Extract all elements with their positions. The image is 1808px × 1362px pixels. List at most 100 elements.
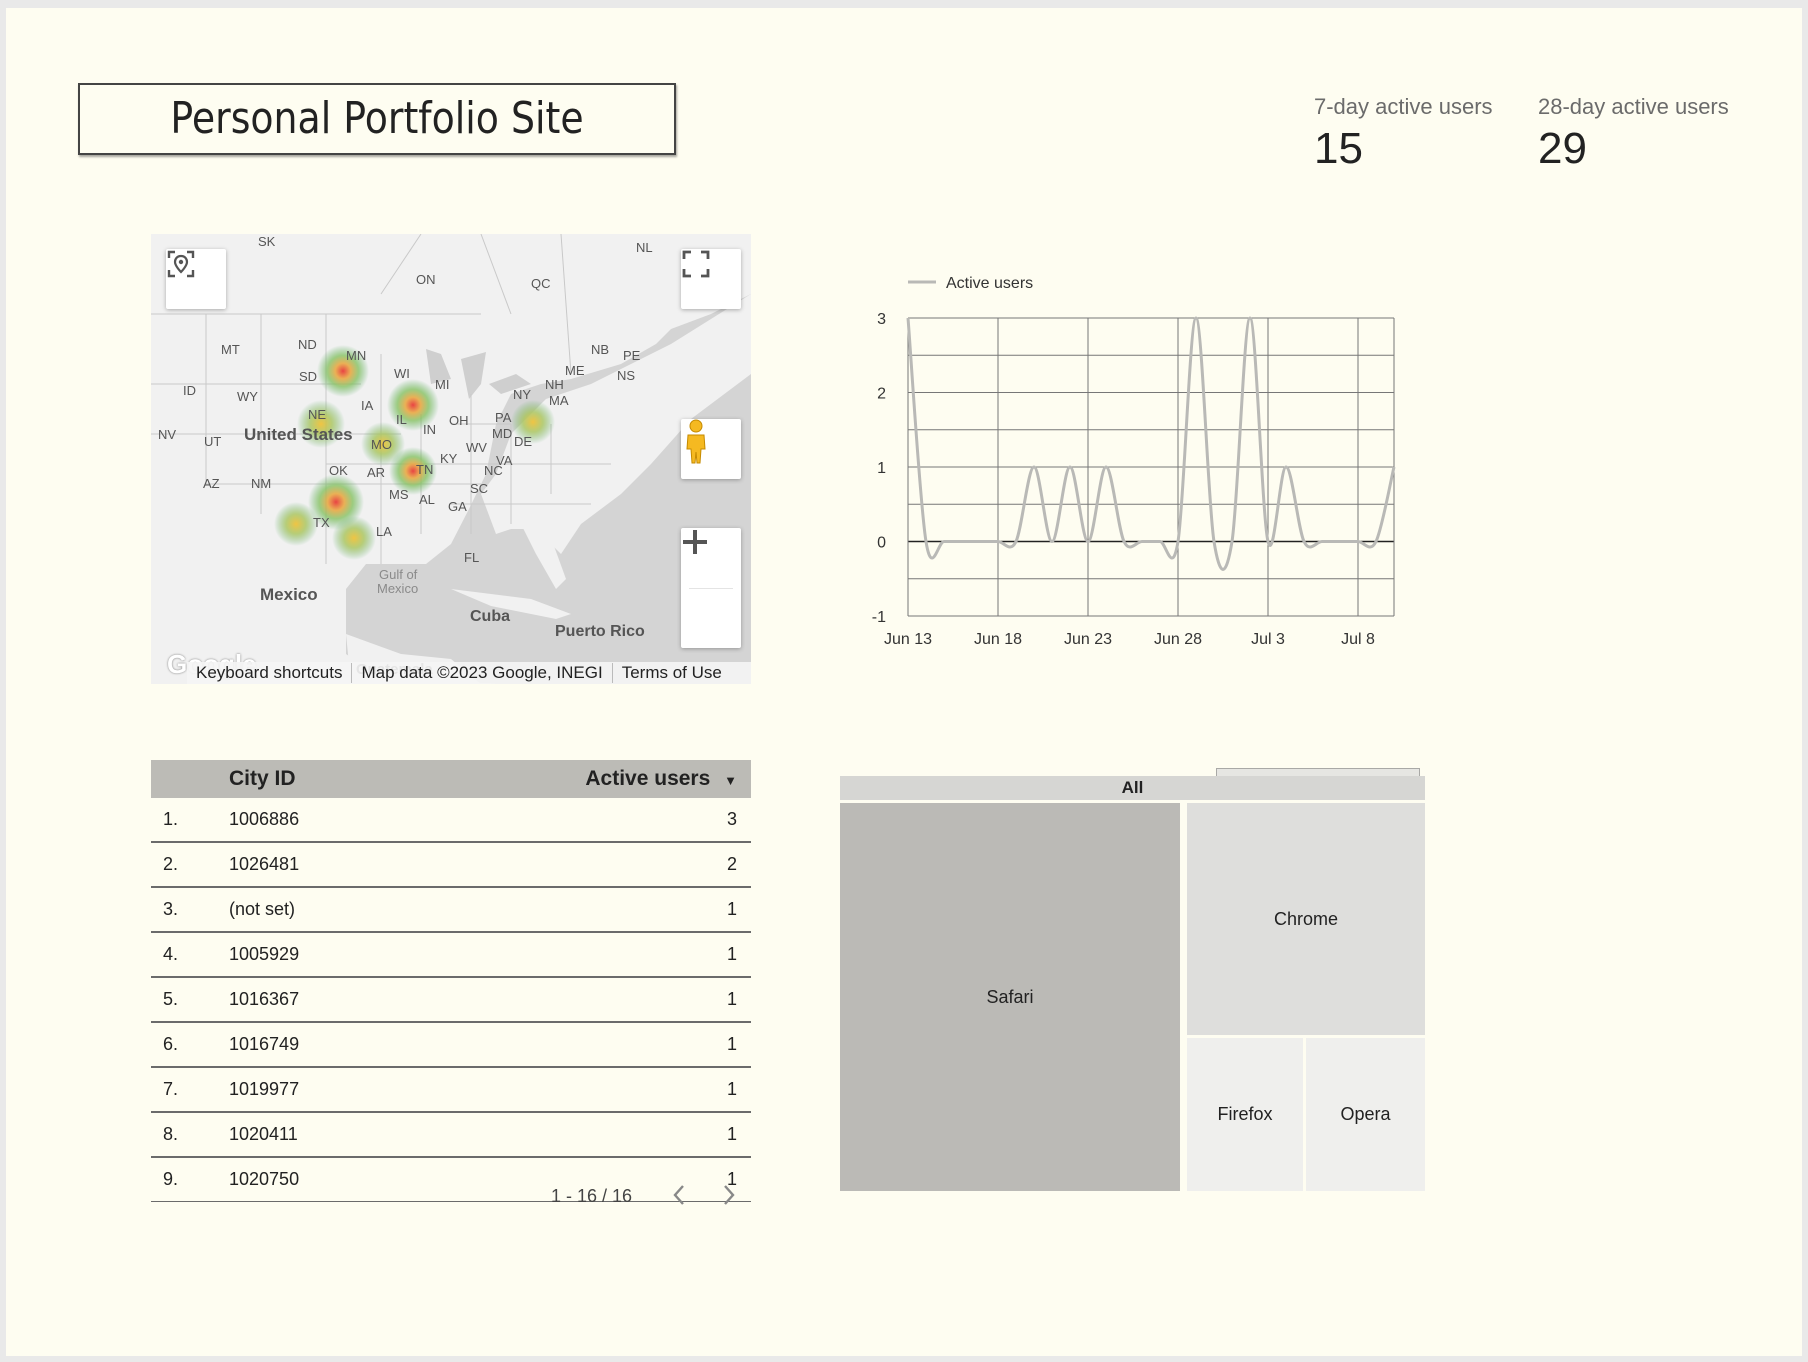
- x-tick-label: Jul 8: [1341, 631, 1375, 648]
- map-canvas: SK NL ON QC MT ND MN NB PE NS ME SD WI M…: [151, 234, 751, 684]
- map-label: IL: [396, 412, 407, 427]
- table-row: 1. 1006886 3: [151, 798, 751, 843]
- treemap-cell-chrome[interactable]: Chrome: [1187, 803, 1425, 1035]
- table-row: 3. (not set) 1: [151, 888, 751, 933]
- treemap-cell-safari[interactable]: Safari: [840, 803, 1180, 1191]
- row-index: 4.: [163, 944, 179, 964]
- y-tick-label: 1: [877, 460, 886, 477]
- map-label: MD: [492, 426, 512, 441]
- street-view-button[interactable]: [681, 419, 741, 479]
- map-label: Gulf of: [379, 567, 418, 582]
- map-label: SK: [258, 234, 276, 249]
- row-index: 9.: [163, 1169, 179, 1189]
- legend-label: Active users: [946, 275, 1033, 292]
- map-label: WV: [466, 440, 487, 455]
- map-label: UT: [204, 434, 221, 449]
- row-value: 1: [726, 1079, 737, 1099]
- kpi-label: 7-day active users: [1314, 94, 1493, 119]
- next-page-button[interactable]: [719, 1182, 739, 1213]
- table-pagination: 1 - 16 / 16: [151, 1182, 751, 1212]
- treemap-root-header[interactable]: All: [840, 776, 1425, 800]
- land-cuba: [451, 589, 571, 619]
- table-row: 4. 1005929 1: [151, 933, 751, 978]
- map-label: IN: [423, 422, 436, 437]
- map-label: KY: [440, 451, 458, 466]
- row-value: 3: [726, 809, 737, 829]
- row-index: 8.: [163, 1124, 179, 1144]
- x-tick-label: Jun 23: [1064, 631, 1112, 648]
- treemap-cell-label: Safari: [986, 986, 1034, 1007]
- locate-button[interactable]: [166, 249, 226, 309]
- map-label: Puerto Rico: [555, 623, 645, 640]
- map-label: ME: [565, 363, 585, 378]
- treemap-cell-firefox[interactable]: Firefox: [1187, 1038, 1303, 1191]
- map-label: AL: [419, 492, 435, 507]
- table-body[interactable]: 1. 1006886 3 2. 1026481 2 3. (not set) 1 4. 100…: [151, 798, 751, 1202]
- map-label: PE: [623, 348, 641, 363]
- terms-link[interactable]: Terms of Use: [621, 663, 722, 682]
- active-users-chart: -1 0 1 2 3 Jun 13 Jun 18 Jun 23 Jun 28 Jul 3 Jul …: [866, 263, 1426, 663]
- prev-page-button[interactable]: [669, 1182, 689, 1213]
- treemap-cell-label: Opera: [1340, 1104, 1391, 1124]
- minus-icon: [683, 540, 707, 544]
- series-line-active-users: [906, 316, 1396, 571]
- map-label: MA: [549, 393, 569, 408]
- zoom-control: [681, 528, 741, 648]
- map-footer: Keyboard shortcuts Map data ©2023 Google…: [187, 662, 751, 684]
- zoom-divider: [689, 588, 733, 589]
- map-label: FL: [464, 550, 479, 565]
- map-label: VA: [496, 453, 513, 468]
- map-label: NE: [308, 407, 326, 422]
- x-tick-label: Jun 18: [974, 631, 1022, 648]
- table-row: 9. 1020750 1: [151, 1158, 751, 1202]
- chart-grid: [907, 317, 1395, 617]
- kpi-28-day: 28-day active users 29: [1538, 94, 1729, 174]
- map-label: SC: [470, 481, 488, 496]
- locate-icon: [167, 250, 195, 278]
- map-label: IA: [361, 398, 374, 413]
- treemap-cell-label: Chrome: [1273, 908, 1339, 929]
- row-index: 6.: [163, 1034, 179, 1054]
- pegman-icon: [686, 419, 706, 464]
- map-label: NC: [484, 463, 503, 478]
- header-active-users[interactable]: Active users ▼: [531, 767, 751, 791]
- row-index: 7.: [163, 1079, 179, 1099]
- map-label: Mexico: [260, 585, 318, 604]
- map-label: MI: [435, 377, 449, 392]
- map-label: ND: [298, 337, 317, 352]
- report-page: Personal Portfolio Site 7-day active use…: [6, 8, 1802, 1356]
- y-tick-label: 2: [877, 386, 886, 403]
- heat-spot-de: [511, 400, 555, 444]
- header-city-id[interactable]: City ID: [229, 767, 296, 790]
- map-label: LA: [376, 524, 392, 539]
- treemap-cell-opera[interactable]: Opera: [1306, 1038, 1425, 1191]
- row-city: 1020411: [229, 1124, 298, 1144]
- chevron-right-icon: [724, 1185, 735, 1205]
- city-table: City ID Active users ▼ 1. 1006886 3 2. 1026…: [151, 760, 751, 1202]
- map-label: United States: [244, 425, 353, 444]
- y-tick-label: 3: [877, 311, 886, 328]
- map-label: WY: [237, 389, 258, 404]
- geo-heat-map[interactable]: SK NL ON QC MT ND MN NB PE NS ME SD WI M…: [151, 234, 751, 684]
- row-city: 1019977: [229, 1079, 300, 1099]
- zoom-out-button[interactable]: [681, 540, 741, 648]
- map-label: AR: [367, 465, 385, 480]
- land-north-america: [151, 234, 751, 684]
- chevron-left-icon: [673, 1185, 684, 1205]
- table-row: 7. 1019977 1: [151, 1068, 751, 1113]
- y-axis-labels: -1 0 1 2 3: [872, 311, 886, 626]
- row-city: 1005929: [229, 944, 300, 964]
- fullscreen-button[interactable]: [681, 249, 741, 309]
- row-index: 1.: [163, 809, 179, 829]
- x-axis-labels: Jun 13 Jun 18 Jun 23 Jun 28 Jul 3 Jul 8: [884, 631, 1375, 648]
- row-city: 1026481: [229, 854, 300, 874]
- keyboard-shortcuts-link[interactable]: Keyboard shortcuts: [187, 663, 353, 683]
- x-tick-label: Jun 13: [884, 631, 932, 648]
- map-label: QC: [531, 276, 551, 291]
- row-value: 2: [726, 854, 737, 874]
- table-row: 5. 1016367 1: [151, 978, 751, 1023]
- row-value: 1: [726, 944, 737, 964]
- y-tick-label: -1: [872, 609, 886, 626]
- land-florida: [521, 524, 566, 589]
- pagination-range: 1 - 16 / 16: [551, 1186, 633, 1206]
